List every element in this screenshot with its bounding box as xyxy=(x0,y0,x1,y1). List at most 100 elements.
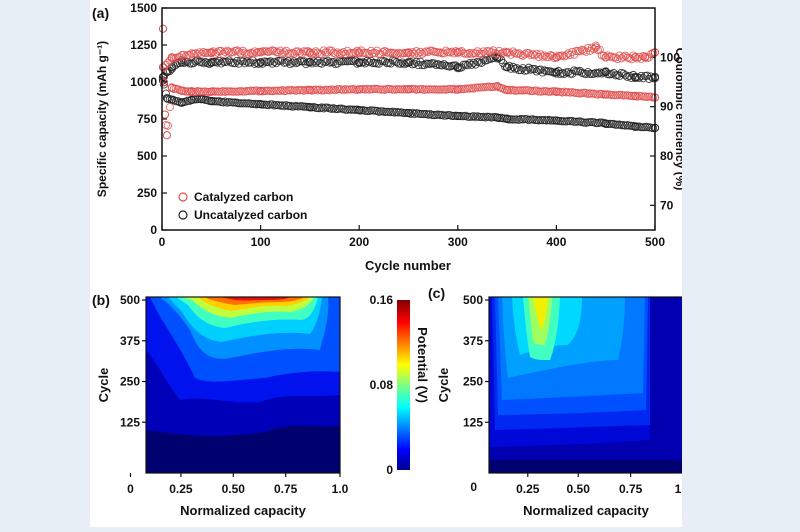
data-point xyxy=(299,57,309,66)
chart-a-y2-tick-label: 100 xyxy=(660,50,680,64)
data-point xyxy=(558,51,567,60)
data-point xyxy=(418,49,427,58)
data-point xyxy=(506,64,516,73)
data-point xyxy=(224,87,234,96)
data-point xyxy=(453,111,462,121)
data-point xyxy=(540,51,549,60)
data-point xyxy=(396,59,405,68)
chart-a-y-label: Specific capacity (mAh g⁻¹) xyxy=(95,41,109,197)
data-point xyxy=(159,80,169,89)
data-point xyxy=(274,48,283,57)
chart-a-y-tick-label: 1000 xyxy=(130,75,157,89)
data-point xyxy=(505,48,514,57)
data-point xyxy=(552,69,561,78)
data-point xyxy=(625,91,634,100)
data-point xyxy=(601,53,610,62)
data-point xyxy=(382,84,391,94)
data-point xyxy=(382,107,391,116)
data-point xyxy=(524,49,533,58)
data-point xyxy=(469,58,478,67)
data-point xyxy=(181,97,190,106)
data-point xyxy=(581,88,591,98)
data-point xyxy=(159,78,169,87)
data-point xyxy=(568,47,577,56)
data-point xyxy=(301,59,311,69)
data-point xyxy=(568,116,577,125)
data-point xyxy=(579,46,589,55)
heatmap-x-tick-label: 0.50 xyxy=(567,482,591,496)
data-point xyxy=(363,56,372,66)
data-point xyxy=(159,72,169,81)
heatmap-y-tick-label: 375 xyxy=(463,334,483,348)
data-point xyxy=(564,49,573,58)
data-point xyxy=(252,58,261,67)
data-point xyxy=(483,82,492,91)
data-point xyxy=(439,49,449,58)
data-point xyxy=(162,131,172,140)
data-point xyxy=(637,54,646,63)
data-point xyxy=(451,61,460,70)
data-point xyxy=(169,96,178,105)
data-point xyxy=(294,47,303,56)
chart-a-y-tick-label: 250 xyxy=(137,186,157,200)
data-point xyxy=(631,52,640,62)
data-point xyxy=(530,86,539,95)
data-point xyxy=(518,64,527,73)
data-point xyxy=(465,48,474,58)
data-point xyxy=(270,46,279,55)
data-point xyxy=(453,48,462,57)
data-point xyxy=(479,47,488,56)
data-point xyxy=(282,101,291,110)
data-point xyxy=(615,51,624,60)
data-point xyxy=(625,71,634,80)
data-point xyxy=(426,110,435,119)
heatmap-x-tick-label: 0.25 xyxy=(169,482,193,496)
data-point xyxy=(453,85,462,94)
data-point xyxy=(532,86,541,95)
data-point xyxy=(637,71,646,80)
data-point xyxy=(185,59,194,68)
colorbar-label: Potential (V) xyxy=(415,327,430,403)
data-point xyxy=(345,85,354,94)
data-point xyxy=(311,58,320,67)
data-point xyxy=(589,69,598,78)
data-point xyxy=(329,48,338,57)
chart-a-x-tick-label: 300 xyxy=(448,235,468,249)
data-point xyxy=(339,48,348,57)
data-point xyxy=(165,103,174,112)
data-point xyxy=(430,59,439,68)
chart-a-x-label: Cycle number xyxy=(365,258,451,273)
chart-a-frame xyxy=(161,7,656,231)
heatmap-c-x-label: Normalized capacity xyxy=(523,503,649,518)
data-point xyxy=(274,56,283,65)
data-point xyxy=(623,72,632,81)
panel-c-label: (c) xyxy=(428,285,445,301)
data-point xyxy=(223,46,232,55)
data-point xyxy=(290,49,299,58)
data-point xyxy=(538,68,547,77)
legend-label-catalyzed: Catalyzed carbon xyxy=(194,190,293,204)
data-point xyxy=(461,49,470,58)
legend-marker-catalyzed xyxy=(178,192,188,202)
data-point xyxy=(593,69,602,78)
data-point xyxy=(562,51,571,60)
heatmap-x-tick-label: 0.75 xyxy=(619,482,643,496)
heatmap-y-tick-label: 375 xyxy=(120,334,140,348)
data-point xyxy=(534,87,543,96)
data-point xyxy=(414,49,423,58)
data-point xyxy=(587,89,596,98)
data-point xyxy=(404,49,413,58)
data-point xyxy=(420,60,429,70)
heatmap-b-y-label: Cycle xyxy=(96,368,111,403)
data-point xyxy=(228,48,238,57)
data-point xyxy=(552,53,561,62)
data-point xyxy=(175,59,184,68)
data-point xyxy=(280,48,289,57)
data-point xyxy=(173,97,182,106)
data-point xyxy=(599,51,608,60)
data-point xyxy=(368,106,378,115)
data-point xyxy=(436,85,445,94)
data-point xyxy=(406,109,415,118)
data-point xyxy=(331,86,340,95)
data-point xyxy=(595,45,604,54)
